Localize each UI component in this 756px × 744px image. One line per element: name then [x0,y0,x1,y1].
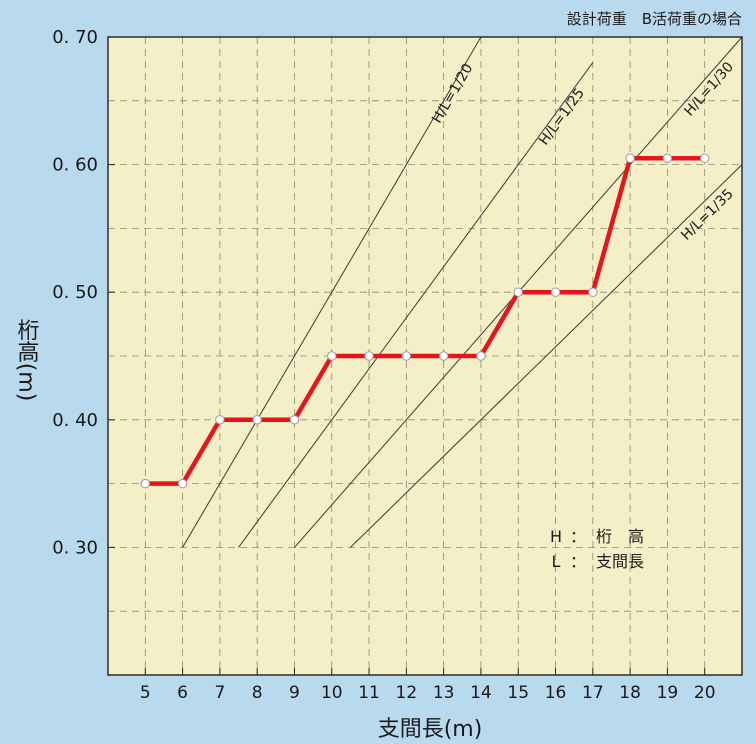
data-points [140,153,710,489]
ratio-line [238,62,594,548]
y-tick-label: 0. 50 [52,282,98,303]
data-point [215,415,225,425]
ratio-line [350,164,743,548]
y-axis-label: 桁高(m) [14,319,40,402]
data-point [289,415,300,425]
data-point [625,153,635,163]
legend-sep-h: ： [570,527,586,546]
data-point [476,351,486,361]
y-tick-label: 0. 30 [52,537,98,558]
legend-key-h: H [550,527,562,546]
legend-key-l: L [552,552,561,571]
plot-frame [107,36,743,676]
data-point [550,287,561,297]
data-point [700,153,710,163]
legend-text-h: 桁 高 [596,527,644,546]
frame-border [107,36,743,676]
x-tick-label: 5 [140,683,151,703]
legend-text-l: 支間長 [596,552,644,571]
x-tick-label: 19 [657,683,679,703]
data-point [662,153,673,163]
x-tick-label: 18 [619,683,641,703]
x-tick-labels: 5 6 7 8 9 10 11 12 13 14 15 16 17 18 19 20 [140,683,716,703]
data-point [327,351,337,361]
x-tick-label: 15 [507,683,529,703]
x-tick-label: 12 [396,683,418,703]
chart-subtitle: 設計荷重 B活荷重の場合 [567,10,742,28]
data-point [513,287,523,297]
x-tick-label: 6 [177,683,188,703]
y-tick-labels: 0. 30 0. 40 0. 50 0. 60 0. 70 [52,27,98,558]
x-tick-label: 10 [321,683,343,703]
x-axis-label: 支間長(m) [378,717,483,742]
legend-sep-l: ： [570,552,586,571]
data-point [401,351,412,361]
y-tick-label: 0. 40 [52,410,98,431]
x-tick-label: 9 [289,683,300,703]
series [143,155,707,486]
x-tick-label: 7 [214,683,225,703]
x-tick-label: 17 [582,683,604,703]
x-tick-label: 16 [545,683,567,703]
series-line [143,155,707,486]
x-tick-label: 8 [252,683,263,703]
data-point [588,287,598,297]
y-tick-label: 0. 70 [52,27,98,48]
data-point [252,415,262,425]
data-point [177,478,188,489]
ratio-line [182,36,482,548]
x-tick-label: 14 [470,683,492,703]
x-tick-label: 13 [433,683,455,703]
data-point [438,351,449,361]
data-point [140,478,150,489]
data-point [364,351,374,361]
x-tick-label: 20 [694,683,716,703]
x-tick-label: 11 [358,683,380,703]
legend: H ： 桁 高 L ： 支間長 [550,527,644,571]
y-tick-label: 0. 60 [52,155,98,176]
